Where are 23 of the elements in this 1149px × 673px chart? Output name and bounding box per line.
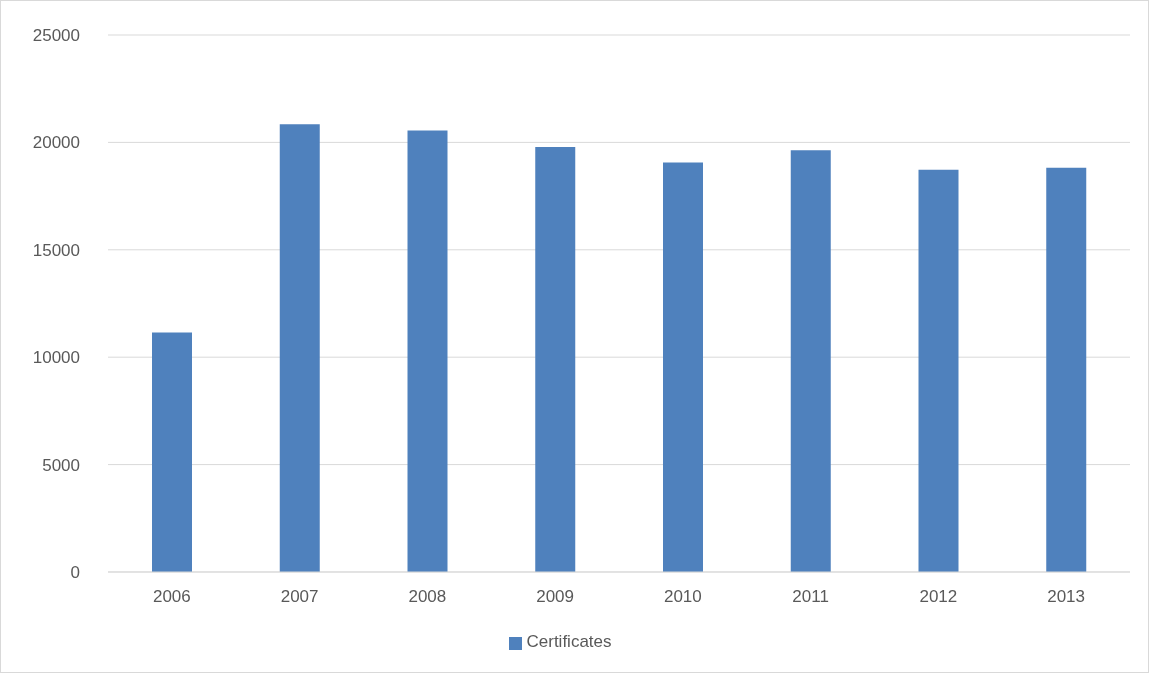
bar — [918, 169, 959, 572]
y-tick-label: 5000 — [42, 455, 80, 475]
bar — [663, 162, 703, 572]
bar — [407, 130, 448, 572]
bar — [152, 332, 192, 572]
y-tick-label: 25000 — [32, 26, 80, 46]
x-tick-label: 2007 — [280, 587, 319, 607]
bar — [790, 150, 831, 572]
x-tick-label: 2010 — [663, 587, 702, 607]
x-tick-label: 2008 — [408, 587, 447, 607]
x-tick-label: 2012 — [919, 587, 958, 607]
y-tick-label: 15000 — [32, 240, 80, 260]
x-tick-label: 2013 — [1047, 587, 1086, 607]
bar — [279, 124, 320, 572]
x-tick-label: 2006 — [152, 587, 191, 607]
legend-label: Certificates — [526, 632, 612, 651]
y-tick-label: 10000 — [32, 348, 80, 368]
bar — [1046, 167, 1087, 572]
y-tick-label: 20000 — [32, 133, 80, 153]
x-tick-label: 2009 — [536, 587, 575, 607]
x-tick-label: 2011 — [792, 587, 829, 607]
bar — [535, 146, 576, 572]
y-tick-label: 0 — [70, 563, 80, 583]
